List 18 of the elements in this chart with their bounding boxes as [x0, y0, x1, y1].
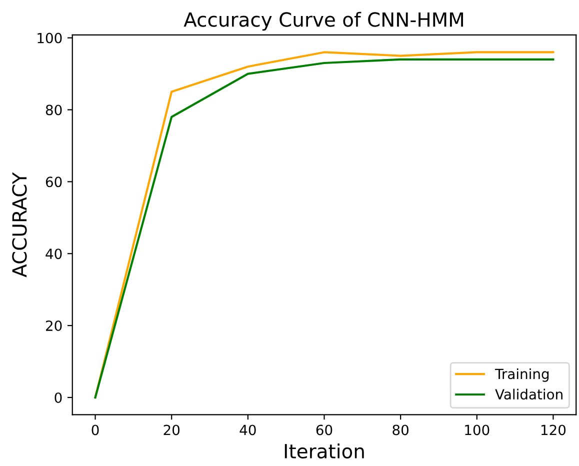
chart-title: Accuracy Curve of CNN-HMM	[184, 12, 463, 31]
y-tick-label: 0	[54, 392, 62, 403]
y-tick-label: 100	[38, 32, 62, 44]
x-axis-title: Iteration	[284, 443, 364, 459]
x-tick-label: 60	[316, 424, 332, 436]
x-tick-label: 120	[541, 424, 566, 436]
y-tick-label: 40	[46, 248, 62, 260]
legend-label: Validation	[495, 388, 562, 400]
x-tick-label: 100	[465, 424, 490, 436]
legend-label: Training	[494, 368, 549, 382]
x-tick-label: 0	[92, 424, 99, 436]
x-tick-label: 20	[164, 424, 180, 436]
x-tick-label: 80	[392, 424, 408, 436]
y-tick-label: 80	[46, 104, 62, 116]
y-axis-title: ACCURACY	[12, 172, 27, 278]
y-tick-label: 60	[46, 176, 62, 188]
x-tick-label: 40	[240, 424, 256, 436]
y-tick-label: 20	[46, 320, 62, 332]
